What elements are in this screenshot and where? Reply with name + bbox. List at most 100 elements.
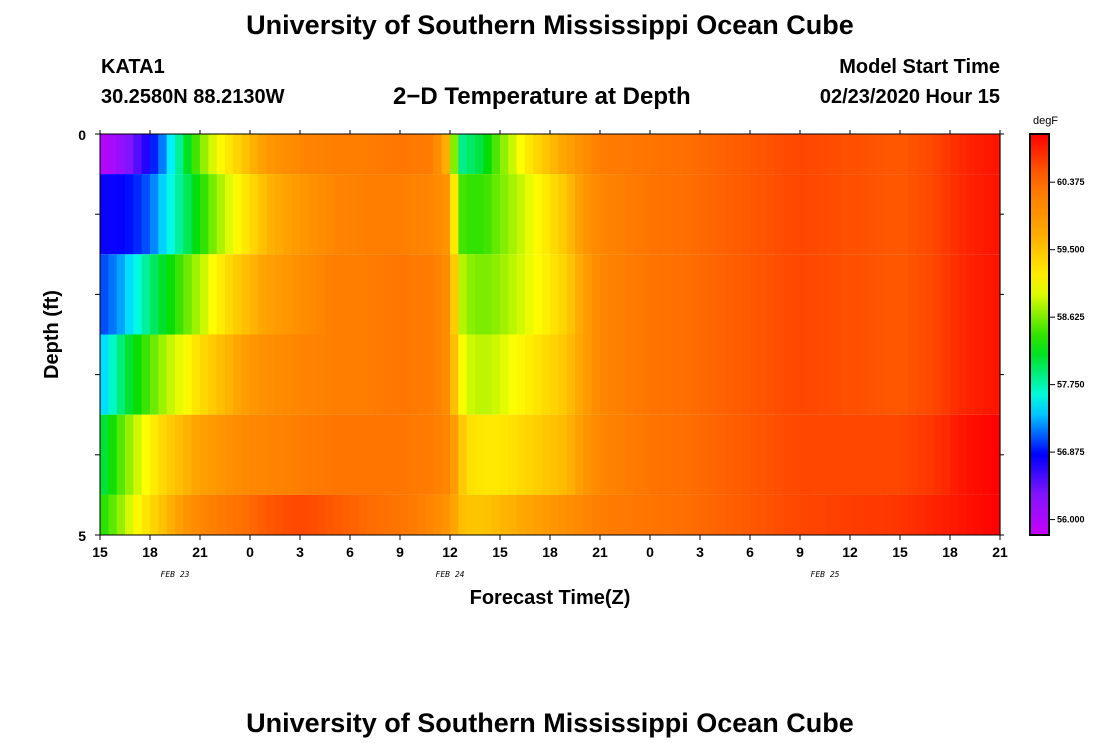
colorbar-tick-label: 57.750 [1057, 380, 1085, 390]
heatmap-cell [441, 334, 451, 415]
heatmap-cell [383, 334, 393, 415]
heatmap-cell [733, 134, 743, 175]
heatmap-cell [450, 334, 459, 415]
heatmap-cell [200, 494, 209, 535]
heatmap-cell [100, 334, 109, 415]
heatmap-cell [583, 254, 593, 335]
heatmap-cell [175, 414, 184, 495]
heatmap-cell [483, 174, 493, 255]
heatmap-cell [275, 494, 284, 535]
heatmap-cell [341, 494, 351, 535]
heatmap-cell [291, 254, 301, 335]
heatmap-cell [775, 174, 784, 255]
heatmap-cell [600, 134, 609, 175]
heatmap-cell [950, 414, 959, 495]
heatmap-cell [691, 134, 701, 175]
x-tick-label: 18 [542, 544, 558, 560]
heatmap-cell [733, 254, 743, 335]
heatmap-cell [925, 414, 934, 495]
heatmap-cell [191, 494, 201, 535]
heatmap-cell [541, 134, 551, 175]
heatmap-cell [516, 254, 526, 335]
heatmap-cell [625, 254, 634, 335]
heatmap-cell [908, 254, 918, 335]
heatmap-cell [733, 174, 743, 255]
heatmap-cell [683, 254, 693, 335]
heatmap-cell [258, 494, 268, 535]
heatmap-cell [141, 134, 151, 175]
heatmap-cell [258, 414, 268, 495]
heatmap-cell [741, 414, 751, 495]
heatmap-cell [216, 134, 226, 175]
heatmap-cell [700, 134, 709, 175]
colorbar: 56.000 56.875 57.750 58.625 59.500 60.375 [1029, 133, 1085, 536]
heatmap-cell [191, 134, 201, 175]
heatmap-cell [933, 334, 943, 415]
heatmap-cell [341, 334, 351, 415]
heatmap-cell [133, 494, 143, 535]
heatmap-cell [658, 254, 668, 335]
heatmap-cell [566, 174, 576, 255]
heatmap-cell [175, 494, 184, 535]
heatmap-cell [691, 334, 701, 415]
heatmap-cell [891, 254, 901, 335]
heatmap-cell [791, 134, 801, 175]
x-tick-label: 18 [142, 544, 158, 560]
heatmap-cell [850, 494, 859, 535]
heatmap-cell [350, 494, 359, 535]
heatmap-cell [416, 414, 426, 495]
heatmap-cell [625, 414, 634, 495]
heatmap-cell [108, 174, 118, 255]
heatmap-cell [516, 414, 526, 495]
heatmap-cell [508, 134, 518, 175]
heatmap-cell [333, 334, 343, 415]
heatmap-cell [875, 414, 884, 495]
heatmap-cell [991, 494, 1001, 535]
heatmap-cell [891, 414, 901, 495]
heatmap-cell [500, 174, 509, 255]
heatmap-cell [558, 254, 568, 335]
heatmap-cell [466, 334, 476, 415]
heatmap-cell [183, 134, 193, 175]
heatmap-cell [250, 174, 259, 255]
heatmap-cell [325, 334, 334, 415]
heatmap-cell [441, 254, 451, 335]
heatmap-cell [683, 414, 693, 495]
heatmap-cell [258, 174, 268, 255]
heatmap-cell [225, 134, 234, 175]
heatmap-cell [408, 494, 418, 535]
heatmap-cell [516, 494, 526, 535]
x-tick-label: 21 [992, 544, 1008, 560]
heatmap-cell [275, 134, 284, 175]
heatmap-cell [891, 174, 901, 255]
heatmap-cell [916, 494, 926, 535]
heatmap-cell [966, 254, 976, 335]
heatmap-cell [308, 334, 318, 415]
heatmap-cell [675, 254, 684, 335]
heatmap-cell [400, 254, 409, 335]
heatmap-cell [191, 254, 201, 335]
model-start-time: 02/23/2020 Hour 15 [819, 86, 1000, 108]
heatmap-cell [691, 174, 701, 255]
y-axis-title: Depth (ft) [41, 290, 63, 379]
heatmap-cell [958, 254, 968, 335]
heatmap-cell [491, 134, 501, 175]
heatmap-cell [975, 254, 984, 335]
heatmap-cell [283, 334, 293, 415]
heatmap-cell [183, 494, 193, 535]
x-tick-label: 9 [396, 544, 404, 560]
heatmap-cell [366, 254, 376, 335]
heatmap-cell [783, 134, 793, 175]
heatmap-cell [200, 254, 209, 335]
heatmap-cell [450, 254, 459, 335]
heatmap-cell [466, 134, 476, 175]
heatmap-cell [591, 334, 601, 415]
heatmap-cell [891, 134, 901, 175]
heatmap-cell [625, 134, 634, 175]
heatmap-cell [166, 414, 176, 495]
heatmap-cell [858, 254, 868, 335]
heatmap-cell [408, 174, 418, 255]
heatmap-cell [200, 134, 209, 175]
heatmap-cell [450, 414, 459, 495]
heatmap-cell [958, 414, 968, 495]
